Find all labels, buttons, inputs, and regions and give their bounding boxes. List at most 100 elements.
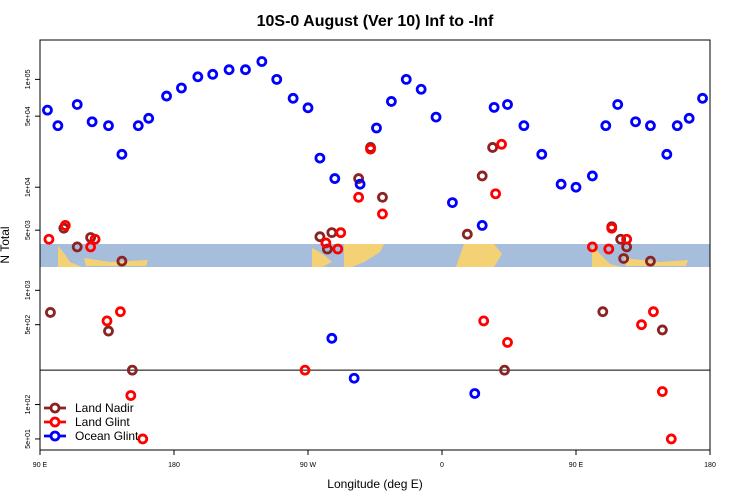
point-land-glint — [648, 306, 659, 318]
point-ocean-glint — [447, 197, 458, 209]
map-land-south-america — [344, 244, 384, 267]
map-land-indonesia-left — [84, 258, 148, 266]
point-ocean-glint — [256, 56, 268, 67]
x-tick-label: 180 — [168, 462, 180, 469]
point-land-nadir — [615, 233, 627, 245]
point-ocean-glint — [161, 90, 172, 102]
point-land-glint — [115, 306, 126, 318]
point-land-glint — [125, 390, 137, 401]
point-land-nadir — [321, 243, 333, 255]
point-ocean-glint — [586, 170, 598, 182]
point-land-glint — [59, 220, 71, 231]
y-tick-label: 5e+01 — [25, 429, 32, 449]
point-ocean-glint — [518, 120, 530, 132]
y-tick-label: 1e+02 — [25, 395, 32, 415]
point-ocean-glint — [683, 112, 695, 124]
y-tick-label: 5e+02 — [25, 315, 32, 335]
point-land-glint — [490, 188, 502, 200]
point-ocean-glint — [555, 178, 567, 190]
point-ocean-glint — [400, 73, 412, 85]
x-axis-label: Longitude (deg E) — [327, 477, 422, 491]
point-land-glint — [85, 241, 97, 253]
plot-frame — [39, 39, 711, 451]
point-ocean-glint — [86, 116, 98, 128]
point-land-glint — [586, 241, 598, 253]
point-land-glint — [365, 143, 376, 155]
map-land-americas-left — [312, 248, 332, 267]
x-tick-label: 0 — [440, 462, 444, 469]
point-land-nadir — [656, 324, 668, 336]
point-land-glint — [89, 233, 101, 245]
point-ocean-glint — [645, 120, 656, 132]
point-ocean-glint — [476, 220, 488, 231]
point-land-nadir — [326, 227, 338, 239]
point-land-glint — [496, 138, 507, 150]
point-land-glint — [137, 433, 149, 445]
point-land-glint — [502, 336, 513, 348]
point-ocean-glint — [329, 173, 341, 184]
point-ocean-glint — [192, 71, 204, 83]
point-land-nadir — [597, 306, 609, 318]
point-land-nadir — [645, 255, 656, 267]
point-land-nadir — [103, 325, 114, 337]
y-axis-ticks: 5e+04 1e+05 5e+03 1e+04 5e+01 1e+02 5e+02 1e+03 — [25, 69, 40, 449]
point-ocean-glint — [326, 332, 338, 344]
point-ocean-glint — [42, 104, 53, 116]
point-ocean-glint — [630, 116, 641, 128]
point-ocean-glint — [71, 99, 83, 110]
y-tick-label: 1e+03 — [25, 280, 32, 300]
point-ocean-glint — [612, 99, 624, 110]
point-ocean-glint — [469, 388, 481, 399]
y-tick-label: 1e+05 — [25, 69, 32, 89]
point-land-glint — [656, 386, 668, 397]
point-ocean-glint — [488, 101, 500, 113]
point-ocean-glint — [116, 148, 128, 160]
point-land-glint — [478, 315, 490, 327]
point-land-nadir — [353, 173, 365, 184]
point-land-glint — [332, 243, 344, 255]
point-ocean-glint — [223, 64, 235, 76]
point-land-nadir — [487, 142, 499, 153]
point-ocean-glint — [207, 68, 219, 80]
point-land-glint — [335, 227, 347, 239]
legend-label-ocean-glint: Ocean Glint — [75, 429, 139, 443]
point-land-glint — [353, 191, 365, 203]
point-land-nadir — [116, 255, 128, 267]
point-ocean-glint — [385, 96, 397, 107]
y-tick-label: 1e+04 — [25, 177, 32, 197]
point-ocean-glint — [415, 83, 427, 95]
point-ocean-glint — [143, 112, 155, 124]
point-land-glint — [603, 243, 615, 255]
x-tick-label: 90 W — [300, 462, 317, 469]
point-ocean-glint — [671, 120, 683, 132]
legend-label-land-nadir: Land Nadir — [75, 401, 134, 415]
point-land-glint — [320, 237, 332, 249]
x-axis-ticks: 90 E 180 90 W 0 90 E 180 — [33, 450, 716, 469]
point-land-glint — [636, 319, 647, 331]
point-land-nadir — [618, 253, 630, 264]
point-ocean-glint — [103, 120, 114, 132]
point-ocean-glint — [430, 111, 442, 123]
map-land-australia-right — [592, 246, 622, 267]
point-ocean-glint — [287, 92, 299, 104]
title: 10S-0 August (Ver 10) Inf to -Inf — [257, 13, 494, 30]
point-ocean-glint — [302, 102, 314, 114]
legend-marker-ocean-glint — [49, 430, 61, 442]
point-ocean-glint — [600, 120, 612, 132]
data-points — [42, 56, 708, 445]
point-ocean-glint — [314, 152, 326, 164]
map-ocean-band — [40, 244, 710, 267]
x-tick-label: 180 — [704, 462, 716, 469]
point-ocean-glint — [176, 82, 187, 94]
point-land-nadir — [45, 307, 56, 318]
point-land-glint — [665, 433, 677, 445]
point-land-glint — [621, 233, 633, 245]
point-land-nadir — [461, 228, 473, 240]
world-map-band — [40, 244, 710, 267]
point-land-glint — [299, 364, 311, 376]
point-land-nadir — [314, 231, 326, 243]
x-tick-label: 90 E — [33, 462, 48, 469]
point-land-nadir — [71, 241, 83, 253]
point-land-glint — [101, 315, 113, 327]
